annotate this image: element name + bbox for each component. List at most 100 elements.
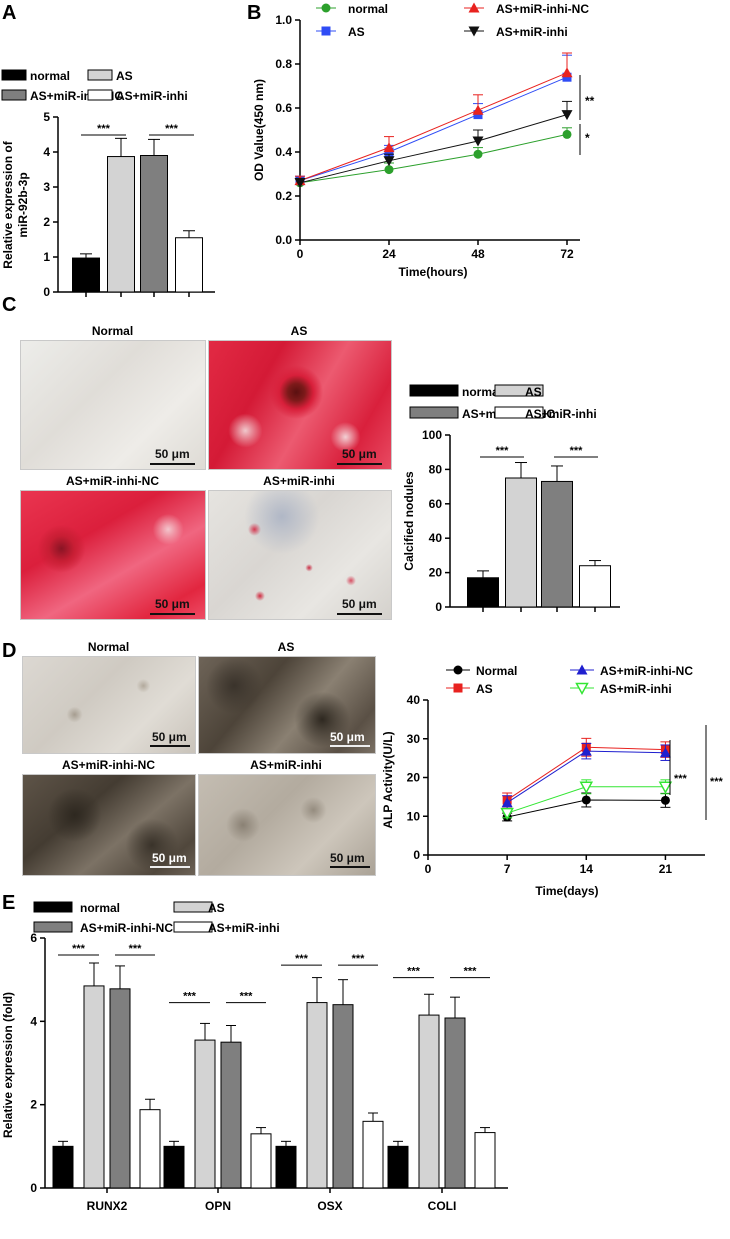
- panel-letter-c: C: [2, 294, 17, 316]
- scale-label-c-as: 50 μm: [342, 447, 377, 461]
- scale-label-d-normal: 50 μm: [152, 730, 187, 744]
- chart-e-sig-label: ***: [240, 991, 254, 1003]
- chart-d-x-tick-label: 14: [580, 862, 594, 876]
- legend-e-label-normal: normal: [80, 901, 120, 915]
- chart-c-y-tick-label: 40: [429, 531, 443, 545]
- chart-e-sig-label: ***: [129, 943, 143, 955]
- legend-e-swatch-normal: [33, 901, 73, 913]
- micrograph-c-nc: [20, 490, 206, 620]
- chart-e-sig-label: ***: [72, 943, 86, 955]
- chart-e-bar-coli-as: [418, 1014, 440, 1189]
- chart-c-y-tick-label: 20: [429, 566, 443, 580]
- chart-b-x-tick-label: 0: [297, 247, 304, 261]
- legend-c-label-normal: normal: [462, 385, 502, 399]
- micro-c-title-normal: Normal: [91, 324, 134, 338]
- chart-a-y-tick-label: 5: [43, 110, 50, 124]
- legend-e-swatch-inhi: [173, 921, 213, 933]
- chart-b-point-2: [472, 104, 484, 115]
- chart-b-y-tick-label: 0.0: [275, 233, 292, 247]
- chart-e-bar-opn-inhi: [250, 1133, 272, 1189]
- panel-letter-e: E: [2, 892, 16, 914]
- micro-d-title-as: AS: [277, 640, 295, 654]
- chart-e-bar-opn-normal: [163, 1145, 185, 1189]
- legend-d-marker-3: [575, 682, 589, 696]
- legend-e-swatch-nc: [33, 921, 73, 933]
- legend-a-swatch-inhi: [87, 89, 113, 101]
- chart-b-x-tick-label: 24: [382, 247, 396, 261]
- micro-d-title-normal: Normal: [87, 640, 130, 654]
- legend-d-label-1: AS: [476, 682, 493, 696]
- legend-b-marker-3: [468, 26, 480, 37]
- chart-c-y-tick-label: 100: [422, 428, 442, 442]
- chart-e-x-tick-label-opn: OPN: [205, 1199, 231, 1213]
- chart-b-series-line-1: [299, 76, 568, 182]
- legend-e-label-as: AS: [208, 901, 225, 915]
- legend-d-label-2: AS+miR-inhi-NC: [600, 664, 693, 678]
- chart-c-y-tick-label: 80: [429, 462, 443, 476]
- chart-e-bar-opn-nc: [220, 1041, 242, 1189]
- legend-a-label-inhi: AS+miR-inhi: [116, 89, 188, 103]
- chart-a-bar-inhi: [175, 237, 203, 293]
- chart-e-bar-osx-nc: [332, 1004, 354, 1189]
- chart-b-y-tick-label: 0.4: [275, 145, 292, 159]
- chart-e-y-tick-label: 2: [30, 1098, 37, 1112]
- chart-d-y-tick-label: 20: [407, 771, 421, 785]
- chart-d-x-tick-label: 0: [425, 862, 432, 876]
- chart-e-bar-osx-as: [306, 1002, 328, 1189]
- chart-e-bar-opn-as: [194, 1039, 216, 1189]
- chart-e-bar-runx2-normal: [52, 1145, 74, 1189]
- scalebar-c-normal: [150, 463, 195, 465]
- legend-d-label-3: AS+miR-inhi: [600, 682, 672, 696]
- legend-d-marker-0: [453, 665, 463, 675]
- chart-d-sig-label-2: ***: [710, 776, 724, 788]
- chart-b-y-tick-label: 0.8: [275, 57, 292, 71]
- chart-c-sig-label: ***: [570, 445, 584, 457]
- chart-d-x-tick-label: 21: [659, 862, 673, 876]
- scale-label-d-nc: 50 μm: [152, 851, 187, 865]
- legend-c-swatch-normal: [409, 384, 459, 397]
- chart-d-point-0: [581, 795, 591, 805]
- chart-e-bar-osx-normal: [275, 1145, 297, 1189]
- micrograph-d-as: [198, 656, 376, 754]
- micrograph-d-normal: [22, 656, 196, 754]
- legend-e-label-inhi: AS+miR-inhi: [208, 921, 280, 935]
- micro-c-title-inhi: AS+miR-inhi: [263, 474, 335, 488]
- chart-c-y-tick-label: 0: [435, 600, 442, 614]
- chart-d-y-tick-label: 0: [413, 848, 420, 862]
- scale-label-c-normal: 50 μm: [155, 447, 190, 461]
- micrograph-c-inhi: [208, 490, 392, 620]
- legend-b-label-3: AS+miR-inhi: [496, 25, 568, 39]
- legend-a-label-normal: normal: [30, 69, 70, 83]
- chart-b-y-tick-label: 1.0: [275, 13, 292, 27]
- chart-a-y-tick-label: 1: [43, 250, 50, 264]
- chart-e-bar-runx2-nc: [109, 988, 131, 1189]
- scale-label-d-as: 50 μm: [330, 730, 365, 744]
- chart-d-point-2: [501, 797, 513, 808]
- legend-b-label-1: AS: [348, 25, 365, 39]
- panel-letter-d: D: [2, 640, 17, 662]
- chart-b-point-0: [473, 149, 483, 159]
- legend-c-label-as: AS: [525, 385, 542, 399]
- chart-e-sig-label: ***: [407, 966, 421, 978]
- chart-e-x-tick-label-runx2: RUNX2: [87, 1199, 128, 1213]
- panel-letter-b: B: [247, 2, 262, 24]
- chart-d-x-tick-label: 7: [504, 862, 511, 876]
- chart-e-sig-label: ***: [352, 953, 366, 965]
- chart-c-bar-nc: [541, 480, 573, 608]
- chart-e-y-tick-label: 0: [30, 1181, 37, 1195]
- chart-d-point-3: [500, 807, 514, 821]
- chart-b-point-2: [561, 67, 573, 78]
- micrograph-c-normal: [20, 340, 206, 470]
- chart-e-bar-runx2-as: [83, 985, 105, 1189]
- chart-d-xlabel: Time(days): [535, 884, 598, 898]
- legend-d-marker-1: [453, 683, 463, 693]
- chart-b-ylabel: OD Value(450 nm): [252, 79, 266, 181]
- chart-e-y-tick-label: 4: [30, 1014, 37, 1028]
- chart-b-point-3: [383, 156, 395, 167]
- chart-b-point-3: [472, 136, 484, 147]
- legend-c-swatch-inhi: [494, 406, 544, 419]
- chart-a-ylabel-2: miR-92b-3p: [16, 172, 30, 237]
- chart-d-y-tick-label: 30: [407, 732, 421, 746]
- chart-b-point-3: [561, 110, 573, 121]
- chart-d-point-3: [579, 781, 594, 794]
